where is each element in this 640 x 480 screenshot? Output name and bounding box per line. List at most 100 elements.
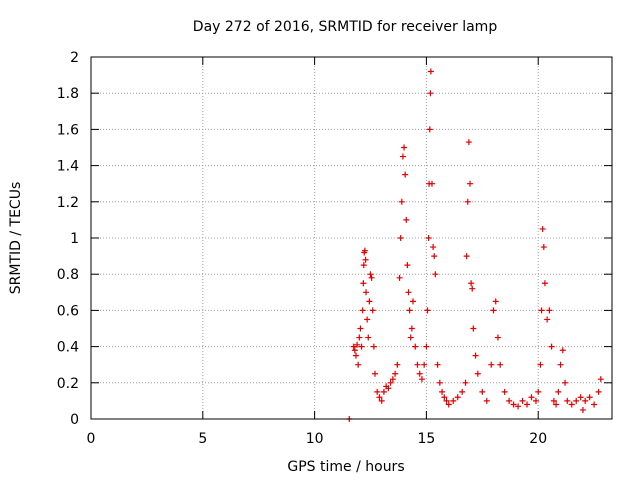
data-point <box>405 289 412 296</box>
data-point <box>425 235 432 241</box>
data-point <box>468 280 475 287</box>
data-point <box>450 397 457 404</box>
data-point <box>488 361 495 368</box>
data-point <box>352 352 359 359</box>
y-tick-label: 0 <box>70 412 79 428</box>
data-point <box>408 325 415 332</box>
data-point <box>538 307 545 314</box>
data-point <box>424 307 431 314</box>
tick-labels: 00.20.40.60.811.21.41.61.820 5 10 15 20 <box>57 50 547 447</box>
data-point <box>369 307 376 314</box>
data-point <box>573 397 580 404</box>
data-point <box>427 68 434 75</box>
x-tick-label: 10 <box>306 431 324 447</box>
data-point <box>396 274 403 281</box>
data-point <box>350 343 357 350</box>
data-point <box>564 397 571 404</box>
data-point <box>389 376 396 383</box>
data-point <box>591 401 598 408</box>
data-point <box>474 370 481 377</box>
data-point <box>462 379 469 386</box>
data-point <box>586 394 593 401</box>
data-point <box>412 343 419 350</box>
data-point <box>497 361 504 368</box>
grid-lines <box>91 57 612 419</box>
y-tick-label: 0.4 <box>57 340 79 356</box>
data-point <box>540 244 547 251</box>
data-point <box>374 388 381 395</box>
data-point <box>360 262 367 269</box>
data-point <box>426 126 433 133</box>
data-point <box>472 352 479 359</box>
data-point <box>548 343 555 350</box>
data-point <box>559 347 566 354</box>
data-point <box>378 397 385 404</box>
data-point <box>380 388 387 395</box>
data-point <box>506 397 513 404</box>
data-point <box>597 376 604 383</box>
data-point <box>351 347 358 354</box>
data-points <box>346 68 604 422</box>
y-tick-label: 1 <box>70 231 79 247</box>
data-point <box>409 298 416 305</box>
data-point <box>361 247 368 254</box>
data-point <box>360 280 367 287</box>
data-point <box>399 153 406 160</box>
data-point <box>428 180 435 187</box>
data-point <box>356 334 363 341</box>
y-tick-label: 1.8 <box>57 86 79 102</box>
y-tick-label: 0.2 <box>57 376 79 392</box>
data-point <box>354 341 361 348</box>
data-point <box>550 397 557 404</box>
y-tick-label: 1.6 <box>57 122 79 138</box>
data-point <box>544 316 551 323</box>
data-point <box>537 361 544 368</box>
data-point <box>539 225 546 232</box>
data-point <box>595 388 602 395</box>
data-point <box>404 262 411 269</box>
data-point <box>368 274 375 281</box>
data-point <box>364 316 371 323</box>
data-point <box>421 361 428 368</box>
y-axis-title: SRMTID / TECUs <box>8 182 24 295</box>
y-tick-label: 2 <box>70 50 79 66</box>
data-point <box>427 90 434 97</box>
data-point <box>406 307 413 314</box>
data-point <box>479 388 486 395</box>
data-point <box>387 379 394 386</box>
data-point <box>577 394 584 401</box>
data-point <box>394 361 401 368</box>
data-point <box>532 397 539 404</box>
data-point <box>376 394 383 401</box>
data-point <box>459 388 466 395</box>
data-point <box>355 361 362 368</box>
data-point <box>463 253 470 260</box>
data-point <box>407 334 414 341</box>
data-point <box>467 180 474 187</box>
axis-ticks <box>90 56 612 420</box>
data-point <box>535 388 542 395</box>
data-point <box>519 397 526 404</box>
data-point <box>416 370 423 377</box>
data-point <box>363 289 370 296</box>
data-point <box>510 401 517 408</box>
data-point <box>359 307 366 314</box>
data-point <box>357 325 364 332</box>
data-point <box>418 376 425 383</box>
data-point <box>436 379 443 386</box>
data-point <box>541 280 548 287</box>
data-point <box>553 401 560 408</box>
data-point <box>568 401 575 408</box>
data-point <box>370 343 377 350</box>
data-point <box>470 325 477 332</box>
x-tick-label: 5 <box>198 431 207 447</box>
data-point <box>557 361 564 368</box>
data-point <box>414 361 421 368</box>
y-tick-label: 0.8 <box>57 267 79 283</box>
data-point <box>494 334 501 341</box>
data-point <box>445 401 452 408</box>
data-point <box>371 370 378 377</box>
x-tick-label: 15 <box>417 431 435 447</box>
